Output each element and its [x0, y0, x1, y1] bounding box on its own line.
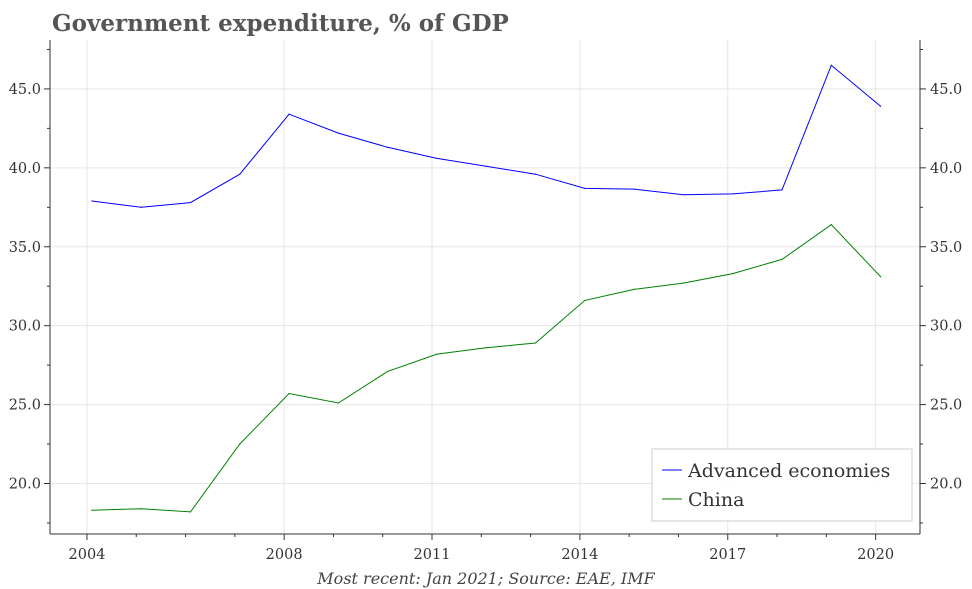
x-tick-label: 2011 [414, 547, 451, 563]
y-tick-label-left: 25.0 [9, 398, 41, 414]
data-point-advanced-economies [288, 113, 290, 115]
x-tick-label: 2008 [266, 547, 303, 563]
data-point-china [485, 347, 487, 349]
source-note: Most recent: Jan 2021; Source: EAE, IMF [316, 569, 655, 588]
y-tick-label-left: 40.0 [9, 161, 41, 177]
data-point-china [436, 353, 438, 355]
x-tick-label: 2014 [561, 547, 598, 563]
data-point-china [732, 272, 734, 275]
data-point-advanced-economies [781, 189, 783, 191]
y-tick-label-left: 30.0 [9, 319, 41, 335]
legend: Advanced economies China [651, 448, 913, 522]
legend-label: China [688, 489, 744, 511]
data-point-china [140, 508, 142, 510]
data-point-china [239, 443, 241, 445]
data-point-advanced-economies [337, 132, 339, 134]
y-tick-label-right: 25.0 [930, 398, 962, 414]
data-point-advanced-economies [485, 165, 487, 167]
data-point-advanced-economies [140, 206, 142, 208]
data-point-advanced-economies [633, 188, 635, 190]
legend-box [651, 448, 913, 522]
y-tick-label-left: 35.0 [9, 240, 41, 256]
data-point-advanced-economies [387, 146, 389, 148]
x-tick-label: 2017 [709, 547, 746, 563]
legend-label: Advanced economies [687, 460, 890, 482]
y-tick-label-right: 40.0 [930, 161, 962, 177]
data-point-china [879, 276, 882, 278]
chart-title: Government expenditure, % of GDP [52, 10, 509, 37]
y-tick-label-right: 35.0 [930, 240, 962, 256]
data-point-advanced-economies [534, 173, 537, 175]
y-tick-label-left: 45.0 [9, 82, 41, 98]
data-point-advanced-economies [879, 105, 882, 107]
data-point-china [633, 288, 635, 290]
data-point-advanced-economies [682, 194, 684, 196]
data-point-advanced-economies [584, 187, 586, 189]
data-point-china [781, 258, 783, 260]
data-point-advanced-economies [91, 200, 93, 202]
data-point-advanced-economies [436, 157, 438, 159]
data-point-china [337, 402, 339, 404]
y-tick-label-right: 45.0 [930, 82, 962, 98]
grid [50, 40, 920, 534]
x-tick-label: 2004 [69, 547, 106, 563]
data-point-china [584, 299, 586, 302]
y-tick-label-right: 20.0 [930, 476, 962, 492]
data-point-china [387, 370, 389, 373]
data-point-advanced-economies [830, 64, 832, 66]
data-point-china [682, 282, 684, 284]
data-point-china [91, 509, 93, 511]
y-tick-label-left: 20.0 [9, 476, 41, 492]
data-point-china [534, 342, 537, 344]
x-tick-label: 2020 [857, 547, 894, 563]
data-point-china [830, 224, 832, 226]
series-lines [91, 64, 882, 513]
data-point-china [189, 511, 192, 513]
data-point-advanced-economies [189, 201, 192, 204]
data-point-china [288, 392, 290, 395]
data-point-advanced-economies [239, 173, 241, 175]
data-point-advanced-economies [732, 193, 734, 195]
y-tick-label-right: 30.0 [930, 319, 962, 335]
series-line-advanced-economies [91, 64, 881, 208]
axes: 20.0 20.0 25.0 25.0 30.0 30.0 35.0 35.0 40.0 40.0… [9, 40, 962, 563]
